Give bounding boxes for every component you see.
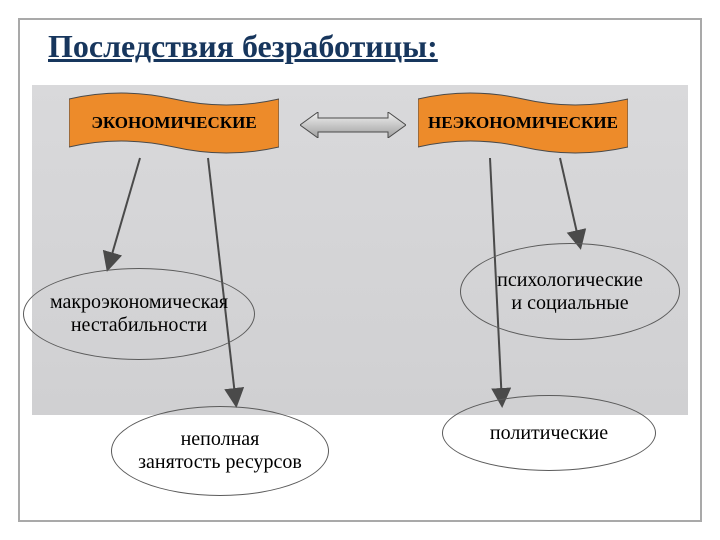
ellipse-political: политические: [442, 395, 656, 471]
ellipse-psych-label: психологические и социальные: [497, 269, 643, 315]
arrow-noneco-to-psych: [560, 158, 580, 246]
ellipse-psych: психологические и социальные: [460, 243, 680, 340]
arrow-eco-to-macro: [108, 158, 140, 268]
ellipse-political-label: политические: [490, 422, 608, 445]
ellipse-macro-label: макроэкономическая нестабильности: [50, 291, 228, 337]
ellipse-macro: макроэкономическая нестабильности: [23, 268, 255, 360]
ellipse-employment: неполная занятость ресурсов: [111, 406, 329, 496]
ellipse-employment-label: неполная занятость ресурсов: [138, 428, 302, 474]
